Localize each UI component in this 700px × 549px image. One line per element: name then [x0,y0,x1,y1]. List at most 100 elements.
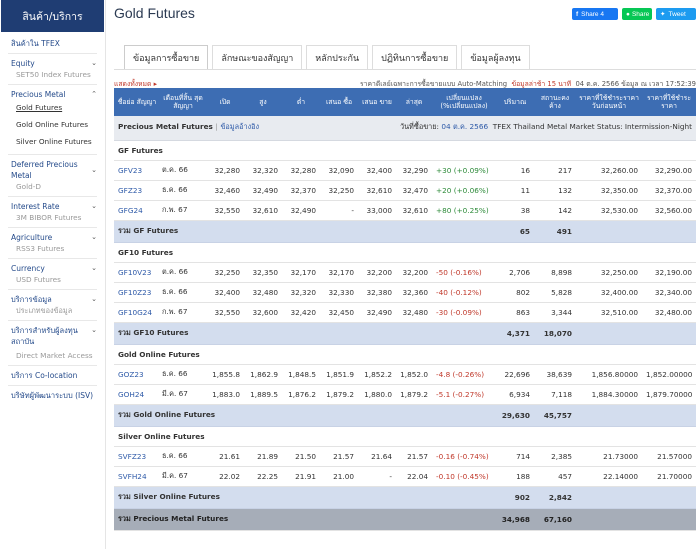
sidebar-sub-silver-online[interactable]: Silver Online Futures [16,137,92,146]
table-header-row: ชื่อย่อ สัญญา เดือนที่สิ้น สุดสัญญา เปิด… [114,88,696,116]
sidebar-item-deferred[interactable]: Deferred Precious Metal ⌄ [0,159,105,181]
table-body: Precious Metal Futures | ข้อมูลอ้างอิง ว… [114,116,696,531]
divider [8,196,97,197]
sidebar-item-label: บริษัทผู้พัฒนาระบบ (ISV) [11,391,94,400]
page-title: Gold Futures [114,5,195,21]
sidebar-sub-dma[interactable]: Direct Market Access [16,351,93,360]
cell-symbol[interactable]: GFZ23 [114,180,160,201]
cell-symbol[interactable]: GF10Z23 [114,282,160,303]
group-header-row: Silver Online Futures [114,426,696,447]
tab-trading-calendar[interactable]: ปฏิทินการซื้อขาย [372,45,458,69]
sidebar-sub-set50[interactable]: SET50 Index Futures [16,70,91,79]
cell-low: 21.50 [282,446,320,467]
cell-volume: 22,696 [496,364,534,385]
table-row: SVFZ23 ธ.ค. 66 21.61 21.89 21.50 21.57 21.64 21… [114,446,696,467]
cell-symbol[interactable]: GF10V23 [114,262,160,283]
cell-bid: - [320,200,358,221]
cell-expiry: ธ.ค. 66 [160,180,206,201]
sidebar-item-colocation[interactable]: บริการ Co-location [0,370,105,381]
cell-symbol[interactable]: GFG24 [114,200,160,221]
col-header-prev-settle: ราคาที่ใช้ชำระราคา วันก่อนหน้า [576,88,642,116]
market-status: TFEX Thailand Metal Market Status: Inter… [492,122,692,132]
chevron-down-icon[interactable]: ⌄ [91,59,97,67]
cell-offer: 32,200 [358,262,396,283]
col-header-volume: ปริมาณ [496,88,534,116]
sidebar-sub-gold-d[interactable]: Gold-D [16,182,42,191]
cell-symbol[interactable]: SVFZ23 [114,446,160,467]
cell-change: -50 (-0.16%) [432,262,496,283]
sidebar-sub-gold-online[interactable]: Gold Online Futures [16,120,88,129]
cell-expiry: ต.ค. 66 [160,160,206,181]
sidebar-sub-gold-futures[interactable]: Gold Futures [16,103,63,112]
cell-symbol[interactable]: SVFH24 [114,466,160,487]
sidebar-item-label: Currency [11,264,45,273]
reference-data-link[interactable]: ข้อมูลอ้างอิง [220,122,260,132]
cell-open-interest: 142 [534,200,576,221]
sidebar-item-data-service[interactable]: บริการข้อมูล ⌄ [0,294,105,305]
cell-bid: 32,250 [320,180,358,201]
cell-high: 32,610 [244,200,282,221]
cell-settle: 21.57000 [642,446,696,467]
sidebar-item-agriculture[interactable]: Agriculture ⌄ [0,232,105,243]
cell-symbol[interactable]: GFV23 [114,160,160,181]
chevron-down-icon[interactable]: ⌄ [91,295,97,303]
cell-bid: 21.00 [320,466,358,487]
cell-symbol[interactable]: GOZ23 [114,364,160,385]
cell-open-interest: 132 [534,180,576,201]
summary-volume: 65 [496,220,534,243]
sidebar-item-precious-metal[interactable]: Precious Metal ⌃ [0,89,105,100]
summary-label: รวม Silver Online Futures [114,486,496,509]
cell-high: 21.89 [244,446,282,467]
cell-bid: 32,170 [320,262,358,283]
sidebar-header: สินค้า/บริการ [1,0,104,32]
chevron-down-icon[interactable]: ⌄ [91,233,97,241]
col-header-open-interest: สถานะคง ค้าง [534,88,576,116]
cell-expiry: ธ.ค. 66 [160,364,206,385]
chevron-down-icon[interactable]: ⌄ [91,264,97,272]
cell-symbol[interactable]: GOH24 [114,384,160,405]
sidebar-item-interest-rate[interactable]: Interest Rate ⌄ [0,201,105,212]
chevron-down-icon[interactable]: ⌄ [91,202,97,210]
cell-last: 32,480 [396,302,432,323]
cell-offer: 33,000 [358,200,396,221]
sidebar-item-institutional[interactable]: บริการสำหรับผู้ลงทุน สถาบัน ⌄ [0,325,105,347]
cell-prev-settle: 21.73000 [576,446,642,467]
tweet-button[interactable]: ✦ Tweet [656,8,696,20]
sidebar-item-isv[interactable]: บริษัทผู้พัฒนาระบบ (ISV) [0,390,105,401]
group-name: Gold Online Futures [114,344,696,365]
cell-offer: 32,380 [358,282,396,303]
cell-low: 32,280 [282,160,320,181]
cell-prev-settle: 32,250.00 [576,262,642,283]
sidebar-sub-rss3[interactable]: RSS3 Futures [16,244,65,253]
show-all-link[interactable]: แสดงทั้งหมด ▸ [114,80,158,88]
col-header-high: สูง [244,88,282,116]
cell-settle: 32,340.00 [642,282,696,303]
tab-margin[interactable]: หลักประกัน [306,45,369,69]
chevron-down-icon[interactable]: ⌄ [91,326,97,334]
cell-change: -0.10 (-0.45%) [432,466,496,487]
divider [8,385,97,386]
cell-volume: 2,706 [496,262,534,283]
facebook-share-label: Share 4 [581,10,604,18]
facebook-share-button[interactable]: f Share 4 [572,8,618,20]
tab-investor-info[interactable]: ข้อมูลผู้ลงทุน [461,45,530,69]
col-header-offer: เสนอ ขาย [358,88,396,116]
cell-symbol[interactable]: GF10G24 [114,302,160,323]
chevron-down-icon[interactable]: ⌄ [91,165,97,174]
sidebar-item-currency[interactable]: Currency ⌄ [0,263,105,274]
cell-last: 21.57 [396,446,432,467]
sidebar-sub-data-types[interactable]: ประเภทของข้อมูล [16,306,73,315]
line-share-button[interactable]: ● Share [622,8,652,20]
sidebar-item-tfex[interactable]: สินค้าใน TFEX [0,38,105,49]
cell-offer: - [358,466,396,487]
tab-contract-specs[interactable]: ลักษณะของสัญญา [212,45,303,69]
chevron-up-icon[interactable]: ⌃ [91,90,97,98]
table-row: GF10V23 ต.ค. 66 32,250 32,350 32,170 32,170 32… [114,262,696,283]
sidebar-item-label: บริการสำหรับผู้ลงทุน สถาบัน [11,325,78,347]
col-header-settle: ราคาที่ใช้ชำระ ราคา [642,88,696,116]
sidebar-item-equity[interactable]: Equity ⌄ [0,58,105,69]
sidebar-sub-bibor[interactable]: 3M BIBOR Futures [16,213,82,222]
tweet-label: Tweet [668,10,686,18]
tab-trading-info[interactable]: ข้อมูลการซื้อขาย [124,45,209,69]
sidebar-sub-usd[interactable]: USD Futures [16,275,61,284]
